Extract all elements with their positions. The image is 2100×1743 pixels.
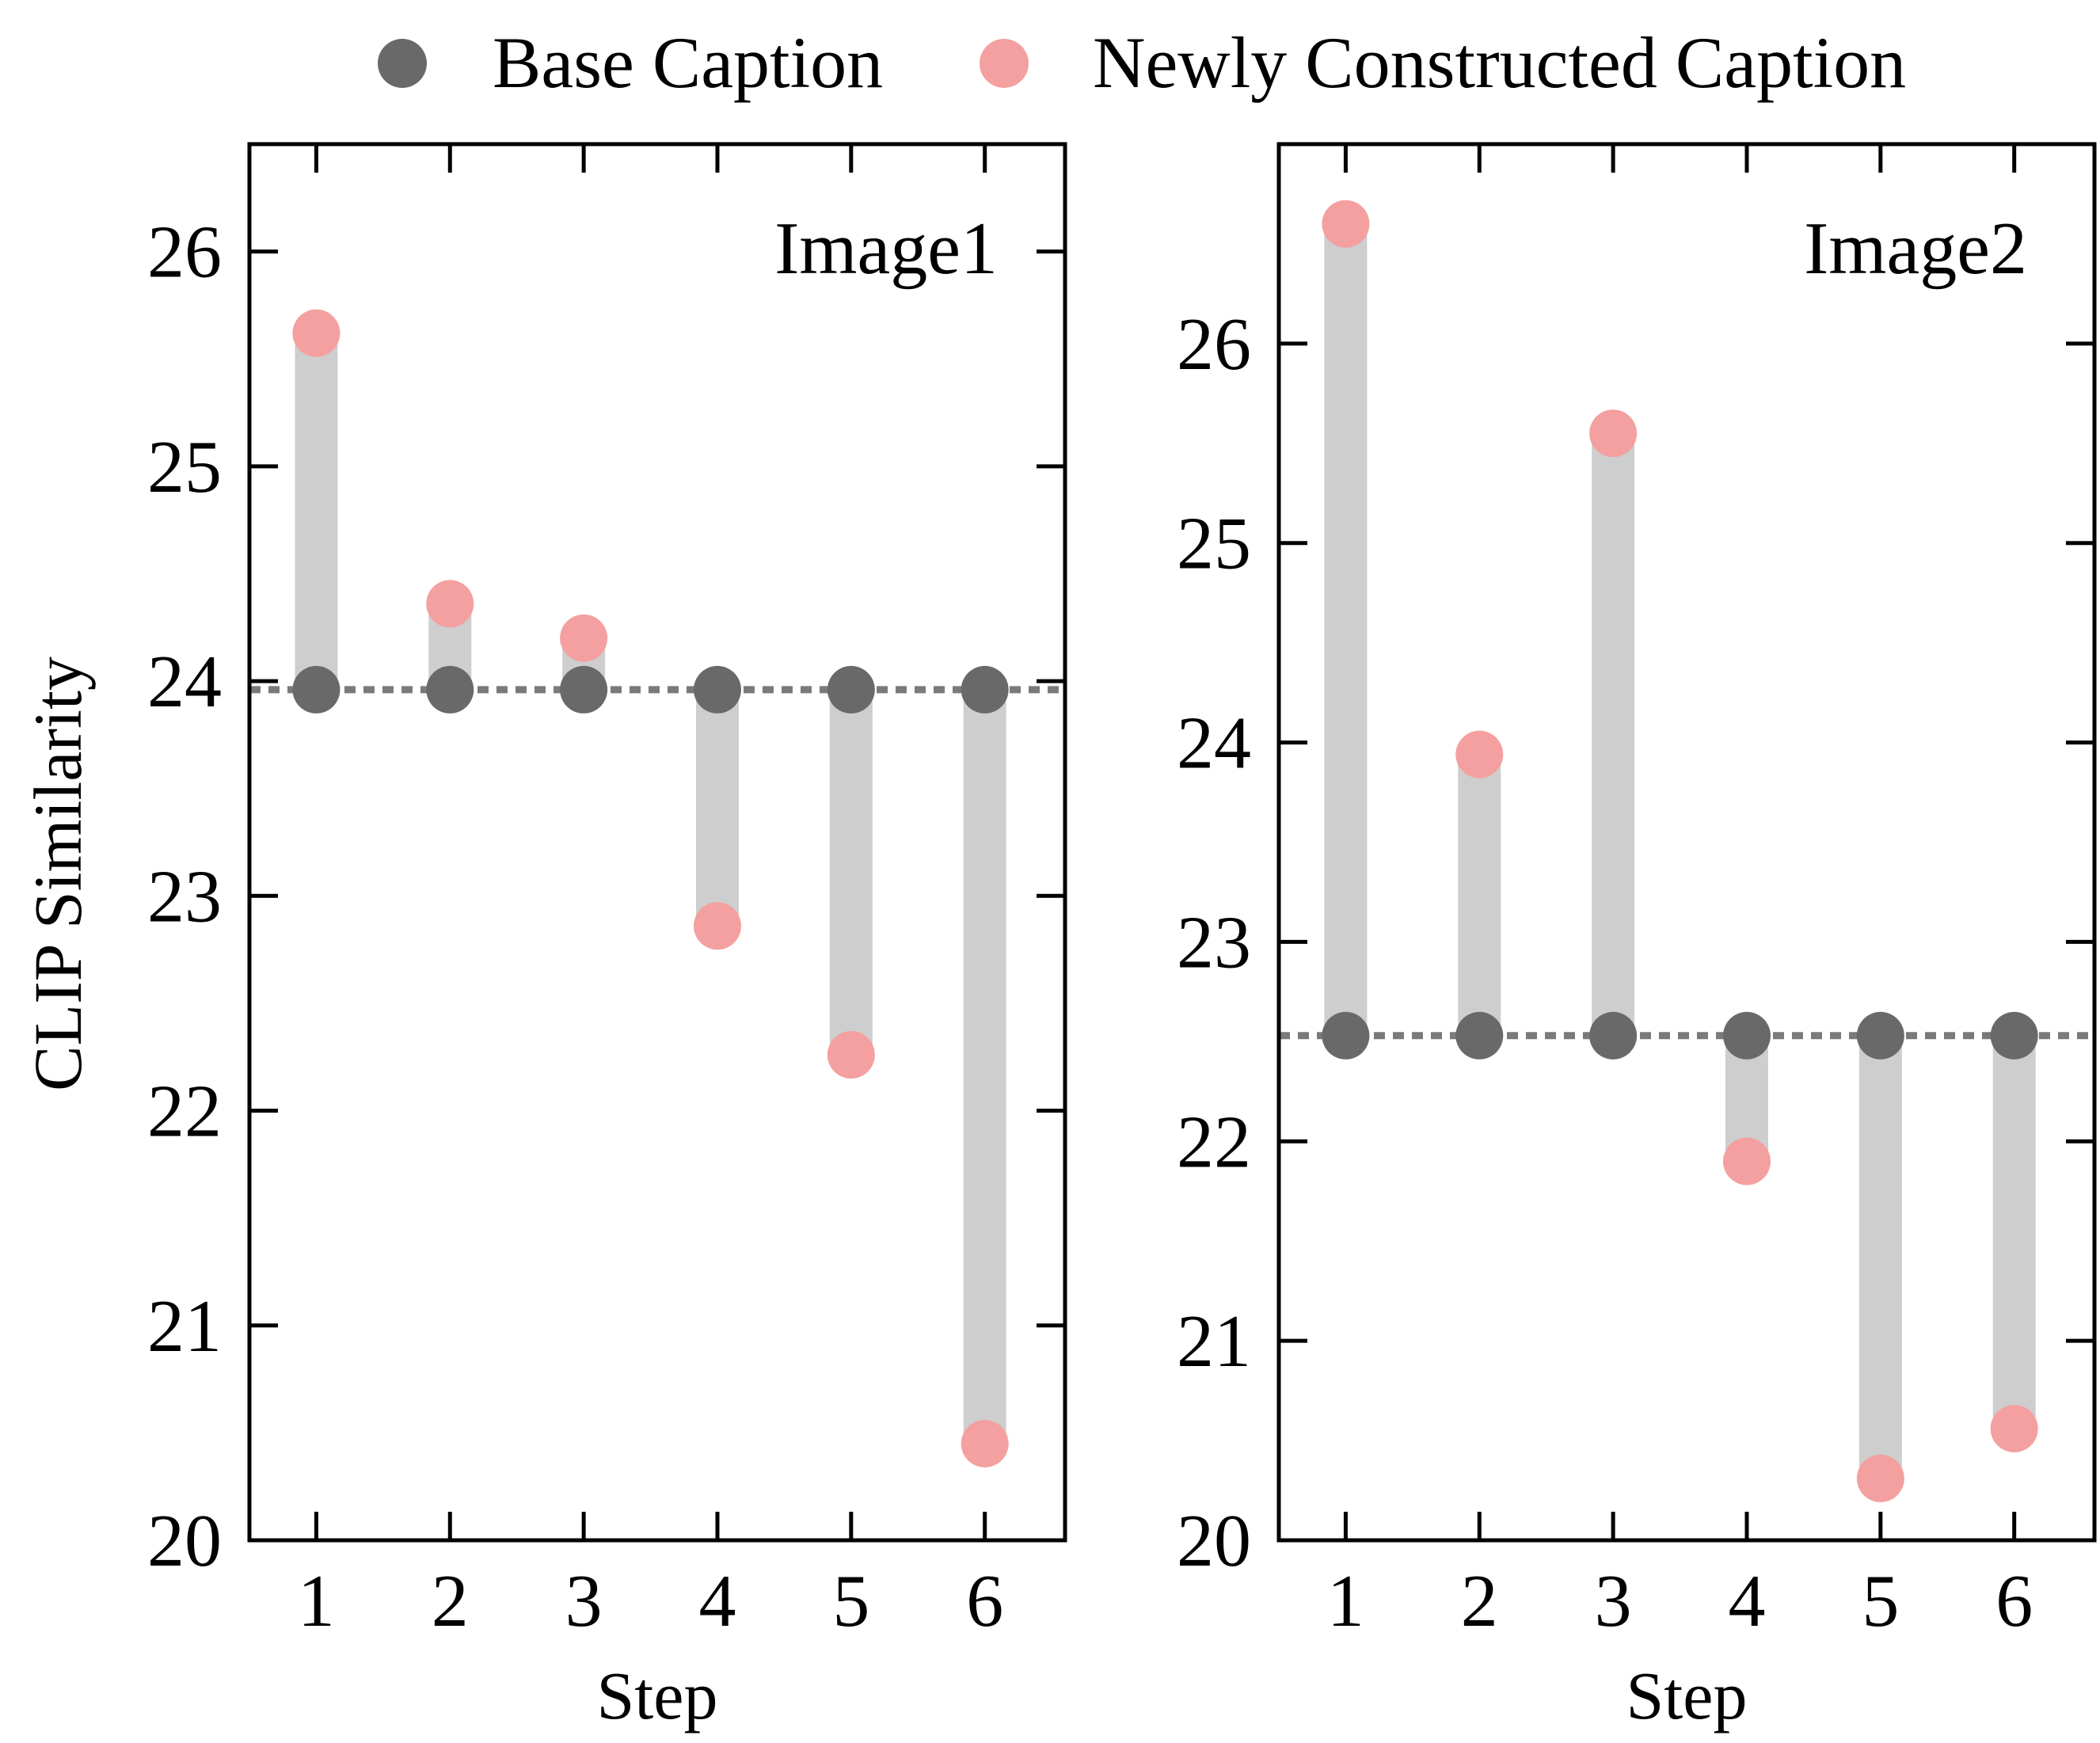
y-tick-label: 20 (1177, 1500, 1251, 1582)
difference-bar (295, 333, 338, 690)
base-caption-point (426, 665, 474, 714)
base-caption-point (1722, 1011, 1771, 1060)
y-tick-label: 23 (147, 855, 222, 938)
panel-title: Image1 (774, 207, 998, 290)
new-caption-point (560, 614, 608, 662)
difference-bar (963, 689, 1006, 1444)
x-tick-label: 4 (698, 1560, 736, 1642)
new-caption-point (1322, 200, 1370, 248)
difference-bar (1992, 1035, 2036, 1429)
new-caption-point (1990, 1404, 2038, 1452)
x-tick-label: 2 (1461, 1560, 1498, 1642)
y-tick-label: 22 (147, 1071, 222, 1153)
base-caption-point (961, 665, 1009, 714)
y-tick-label: 26 (147, 211, 222, 294)
new-caption-point (961, 1419, 1009, 1467)
base-caption-point (292, 665, 340, 714)
new-caption-point (292, 309, 340, 357)
y-tick-label: 21 (1177, 1300, 1251, 1383)
plot-frame (1276, 142, 2097, 1543)
base-caption-point (693, 665, 741, 714)
x-tick-label: 4 (1728, 1560, 1765, 1642)
legend-marker-base (378, 39, 427, 88)
new-caption-point (1856, 1454, 1904, 1502)
new-caption-point (1589, 409, 1638, 458)
base-caption-point (560, 665, 608, 714)
x-axis-title: Step (597, 1657, 718, 1733)
y-tick-label: 24 (147, 641, 222, 723)
y-tick-label: 22 (1177, 1101, 1251, 1183)
y-tick-label: 26 (1177, 303, 1251, 386)
panel-title: Image2 (1804, 207, 2027, 290)
x-tick-label: 1 (298, 1560, 335, 1642)
difference-bar (1458, 754, 1501, 1036)
y-axis-title: CLIP Similarity (20, 656, 96, 1091)
new-caption-point (693, 902, 741, 950)
difference-bar (829, 689, 873, 1056)
plot-frame (247, 142, 1067, 1543)
y-tick-label: 25 (147, 426, 222, 508)
difference-bar (1324, 223, 1368, 1036)
y-tick-label: 23 (1177, 901, 1251, 984)
difference-bar (1592, 433, 1635, 1036)
x-axis-title: Step (1626, 1657, 1748, 1733)
new-caption-point (1722, 1137, 1771, 1185)
x-tick-label: 1 (1327, 1560, 1364, 1642)
difference-bar (695, 689, 739, 927)
x-tick-label: 3 (1595, 1560, 1632, 1642)
x-tick-label: 6 (1995, 1560, 2033, 1642)
y-tick-label: 21 (147, 1285, 222, 1368)
base-caption-point (827, 665, 875, 714)
new-caption-point (1455, 730, 1504, 778)
base-caption-point (1856, 1011, 1904, 1060)
y-tick-label: 25 (1177, 503, 1251, 585)
base-caption-point (1455, 1011, 1504, 1060)
x-tick-label: 2 (432, 1560, 469, 1642)
legend-label-base: Base Caption (493, 22, 883, 103)
legend: Base Caption Newly Constructed Caption (378, 22, 1906, 103)
base-caption-point (1990, 1011, 2038, 1060)
difference-bar (1858, 1035, 1902, 1479)
x-tick-label: 6 (966, 1560, 1003, 1642)
x-tick-label: 3 (565, 1560, 603, 1642)
y-tick-label: 20 (147, 1500, 222, 1582)
legend-marker-new (980, 39, 1029, 88)
x-tick-label: 5 (832, 1560, 869, 1642)
base-caption-point (1322, 1011, 1370, 1060)
base-caption-point (1589, 1011, 1638, 1060)
legend-label-new: Newly Constructed Caption (1093, 22, 1906, 103)
y-tick-label: 24 (1177, 702, 1251, 785)
new-caption-point (426, 580, 474, 628)
x-tick-label: 5 (1862, 1560, 1899, 1642)
new-caption-point (827, 1031, 875, 1079)
